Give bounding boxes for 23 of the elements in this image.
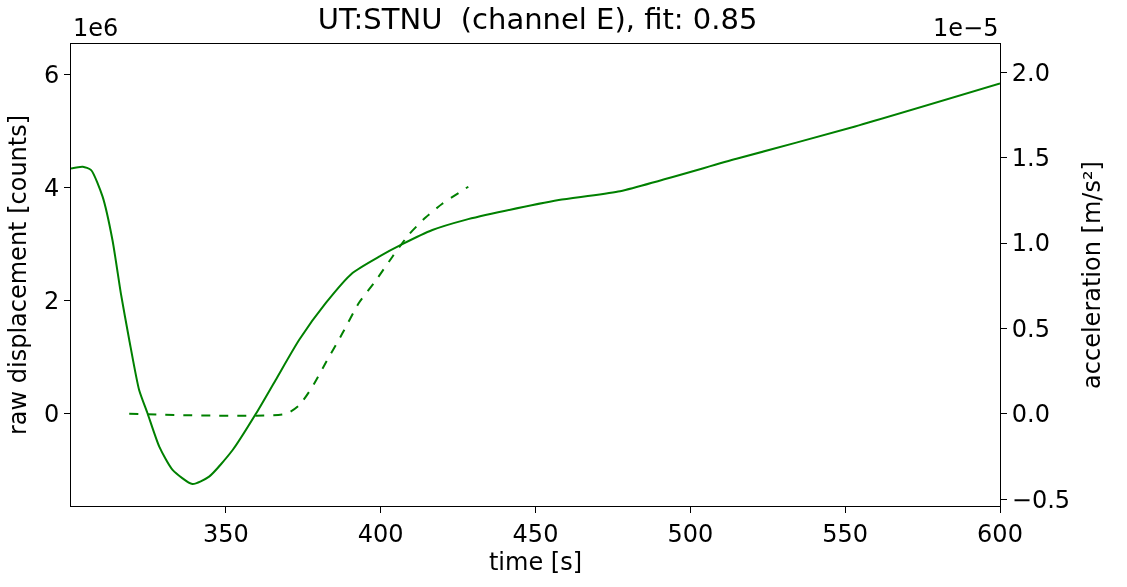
chart-title: UT:STNU (channel E), fit: 0.85 — [317, 2, 758, 37]
y-axis-title: raw displacement [counts] — [4, 114, 33, 436]
x-tick-label: 400 — [357, 519, 404, 548]
text: 1e6 — [73, 14, 119, 42]
y-tick-label: 2 — [43, 287, 60, 316]
y-tick-label: 0 — [43, 400, 60, 429]
line-series — [71, 82, 1000, 485]
x-tick-label: 450 — [512, 519, 559, 548]
y2-tick-label: 1.0 — [1011, 229, 1050, 258]
x-tick-label: 350 — [202, 519, 249, 548]
y2-tick-label: 2.0 — [1011, 58, 1050, 87]
y2-tick-label: 0.0 — [1011, 400, 1050, 429]
x-axis-title: time [s] — [488, 547, 583, 576]
x-tick-label: 550 — [822, 519, 869, 548]
y-tick-label: 4 — [43, 174, 60, 203]
y-tick-label: 6 — [43, 60, 60, 89]
y2-tick-label: −0.5 — [1011, 485, 1071, 514]
x-tick-label: 500 — [667, 519, 714, 548]
text: 1e−5 — [933, 14, 999, 42]
x-tick-label: 600 — [977, 519, 1023, 548]
y2-tick-label: 0.5 — [1011, 314, 1050, 343]
y2-axis-title: acceleration [m/s²] — [1078, 161, 1107, 389]
y2-tick-label: 1.5 — [1011, 144, 1050, 173]
